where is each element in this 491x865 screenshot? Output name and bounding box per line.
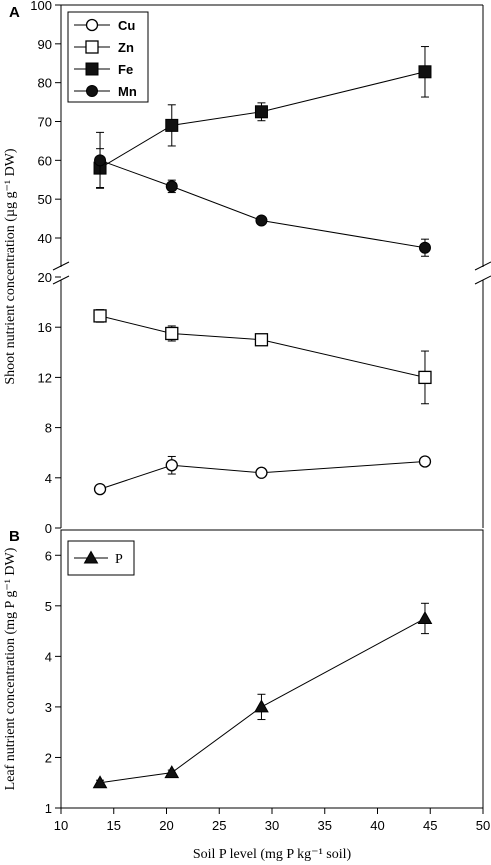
x-axis-label: Soil P level (mg P kg⁻¹ soil) — [193, 847, 352, 862]
y-tick-label: 4 — [45, 471, 52, 486]
panel-a-point-cu — [255, 466, 268, 479]
y-tick-label: 50 — [38, 192, 52, 207]
x-tick-label: 35 — [318, 818, 332, 833]
legend-label-p: P — [115, 552, 123, 567]
panel-a-point-mn — [165, 180, 178, 193]
panel-b-point-p — [92, 775, 108, 789]
panel-a-y-axis-label: Shoot nutrient concentration (µg g⁻¹ DW) — [3, 148, 18, 385]
panel-a-point-cu — [93, 482, 107, 496]
y-tick-label: 90 — [38, 37, 52, 52]
y-tick-label: 8 — [45, 421, 52, 436]
y-tick-label: 60 — [38, 153, 52, 168]
panel-a-letter: A — [9, 4, 20, 21]
panel-a-point-mn — [418, 241, 431, 254]
panel-a-series-line-mn — [99, 159, 426, 249]
x-tick-label: 30 — [265, 818, 279, 833]
y-tick-label: 6 — [45, 548, 52, 563]
panel-b-point-p — [164, 765, 180, 779]
legend-label-mn: Mn — [118, 84, 137, 99]
panel-a-point-mn — [255, 214, 268, 227]
y-tick-label: 70 — [38, 115, 52, 130]
y-tick-label: 40 — [38, 231, 52, 246]
legend-marker-p — [83, 550, 99, 564]
legend-label-fe: Fe — [118, 62, 133, 77]
x-tick-label: 15 — [107, 818, 121, 833]
legend-label-cu: Cu — [118, 18, 135, 33]
axis-break-mark — [52, 261, 70, 271]
y-tick-label: 20 — [38, 270, 52, 285]
panel-b-y-axis-label: Leaf nutrient concentration (mg P g⁻¹ DW… — [3, 547, 18, 790]
panel-a-point-zn — [165, 326, 179, 341]
panel-b-point-p — [254, 699, 269, 713]
panel-a-point-zn — [93, 309, 107, 323]
legend-marker-zn — [85, 40, 99, 54]
x-tick-label: 10 — [54, 818, 68, 833]
x-tick-label: 40 — [370, 818, 384, 833]
panel-a-series-line-fe — [99, 71, 426, 169]
panel-a-point-fe — [418, 65, 432, 79]
y-tick-label: 100 — [30, 0, 52, 13]
x-tick-label: 45 — [423, 818, 437, 833]
axis-break-mark — [52, 275, 70, 285]
y-tick-label: 16 — [38, 320, 52, 335]
y-tick-label: 3 — [45, 700, 52, 715]
legend-marker-mn — [86, 85, 98, 97]
panel-a-point-cu — [165, 459, 178, 472]
panel-a-point-fe — [254, 105, 268, 119]
y-tick-label: 0 — [45, 521, 52, 536]
panel-b-series-line-p — [99, 618, 426, 784]
y-tick-label: 80 — [38, 76, 52, 91]
panel-a-series-line-zn — [99, 315, 426, 378]
x-tick-label: 20 — [159, 818, 173, 833]
panel-b-letter: B — [9, 528, 20, 545]
y-tick-label: 1 — [45, 801, 52, 816]
panel-a-legend — [67, 11, 149, 103]
legend-marker-fe — [85, 62, 99, 76]
y-tick-label: 2 — [45, 750, 52, 765]
panel-a-point-cu — [418, 455, 432, 468]
panel-a-point-zn — [254, 333, 269, 347]
axis-break-mark — [474, 261, 491, 271]
y-tick-label: 12 — [38, 370, 52, 385]
x-tick-label: 25 — [212, 818, 226, 833]
axis-break-mark — [474, 275, 491, 285]
panel-a-point-mn — [94, 154, 107, 167]
x-tick-label: 50 — [476, 818, 490, 833]
legend-marker-cu — [85, 18, 99, 32]
panel-a-point-zn — [418, 370, 432, 385]
y-tick-label: 4 — [45, 649, 52, 664]
panel-a-series-line-cu — [99, 460, 426, 490]
panel-b-point-p — [417, 610, 433, 624]
panel-a-point-fe — [165, 118, 179, 132]
y-tick-label: 5 — [45, 599, 52, 614]
legend-label-zn: Zn — [118, 40, 134, 55]
